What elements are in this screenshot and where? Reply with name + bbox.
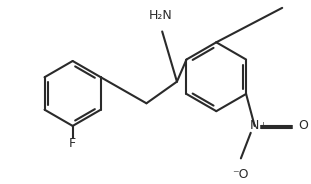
Text: O: O: [298, 119, 308, 132]
Text: ⁻O: ⁻O: [233, 168, 249, 181]
Text: N: N: [250, 119, 259, 132]
Text: H₂N: H₂N: [148, 9, 172, 22]
Text: +: +: [260, 121, 267, 130]
Text: F: F: [69, 137, 76, 150]
